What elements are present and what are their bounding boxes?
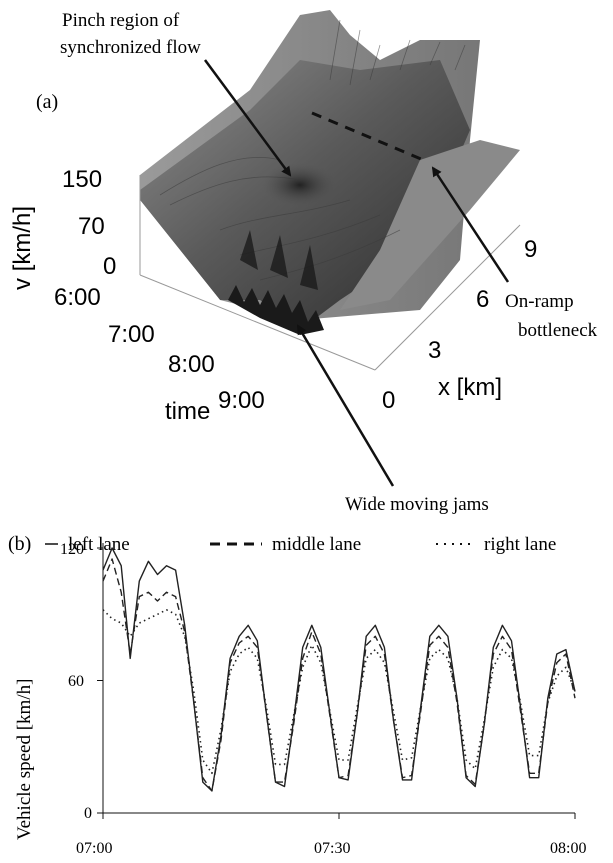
- v-axis-label: v [km/h]: [9, 206, 36, 290]
- x-tick-9: 9: [524, 236, 537, 263]
- surface-wall: [140, 200, 220, 300]
- time-axis-label: time: [165, 398, 210, 425]
- x-tick-label-0700: 07:00: [76, 840, 112, 857]
- series-line-right-lane: [102, 609, 576, 775]
- pinch-region: [262, 163, 338, 207]
- v-tick-0: 0: [103, 253, 116, 280]
- time-tick-900: 9:00: [218, 387, 265, 414]
- x-tick-label-0800: 08:00: [550, 840, 586, 857]
- onramp-label-2: bottleneck: [518, 320, 598, 341]
- pinch-label-1: Pinch region of: [62, 10, 180, 31]
- jam-spikes: [228, 230, 324, 335]
- jams-label: Wide moving jams: [345, 494, 489, 515]
- series-group: [102, 547, 576, 792]
- panel-b-label: (b): [8, 533, 31, 555]
- pinch-arrow: [203, 59, 292, 177]
- x-tick-3: 3: [428, 337, 441, 364]
- legend-right-lane: right lane: [484, 534, 556, 555]
- surface-ridges: [159, 19, 466, 281]
- onramp-arrow: [431, 166, 510, 283]
- surface-right-strip: [340, 140, 520, 310]
- onramp-dashed-line: [311, 111, 429, 164]
- v-tick-70: 70: [78, 213, 105, 240]
- time-tick-800: 8:00: [168, 351, 215, 378]
- legend-middle-lane: middle lane: [272, 534, 361, 555]
- x-tick-6: 6: [476, 286, 489, 313]
- legend-left-lane: left lane: [68, 534, 130, 555]
- panel-a-surface-plot: (a) Pinch region of synchronized flow On…: [9, 10, 598, 515]
- onramp-label-1: On-ramp: [505, 291, 574, 312]
- axes-3d: [139, 175, 521, 371]
- time-tick-600: 6:00: [54, 284, 101, 311]
- series-line-middle-lane: [102, 558, 576, 792]
- jams-arrow: [296, 324, 395, 487]
- v-tick-150: 150: [62, 166, 102, 193]
- legend: left lane middle lane right lane: [45, 534, 556, 555]
- x-tick-0: 0: [382, 387, 395, 414]
- y-tick-label-60: 60: [68, 673, 84, 690]
- axis-ticks: [97, 547, 576, 819]
- time-tick-700: 7:00: [108, 321, 155, 348]
- x-axis-label: x [km]: [438, 374, 502, 401]
- y-axis-label: Vehicle speed [km/h]: [14, 679, 35, 840]
- panel-b-line-chart: (b) left lane middle lane right lane Veh…: [8, 533, 586, 857]
- y-tick-label-0: 0: [84, 805, 92, 822]
- pinch-label-2: synchronized flow: [60, 37, 201, 58]
- panel-a-label: (a): [36, 91, 58, 113]
- series-line-left-lane: [102, 547, 576, 792]
- x-tick-label-0730: 07:30: [314, 840, 350, 857]
- y-tick-label-120: 120: [60, 541, 84, 558]
